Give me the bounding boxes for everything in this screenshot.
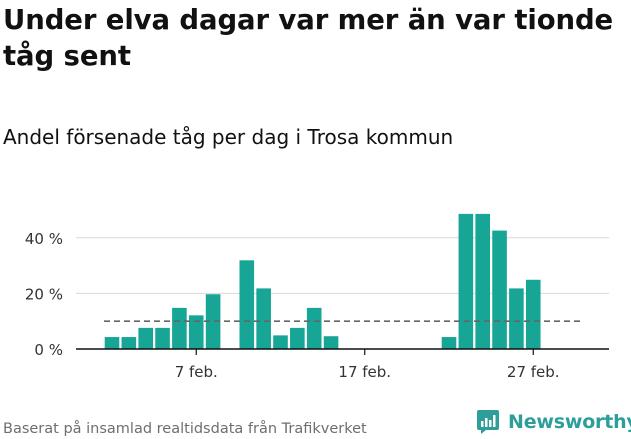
y-tick-label: 0 % [34, 341, 63, 359]
brand-name: Newsworthy [508, 411, 631, 433]
bar [155, 327, 170, 349]
x-tick-label: 27 feb. [507, 363, 560, 381]
y-tick-label: 40 % [25, 230, 63, 248]
newsworthy-logo-icon [477, 410, 499, 434]
bar [256, 288, 271, 349]
x-tick-label: 7 feb. [175, 363, 218, 381]
x-tick-label: 17 feb. [338, 363, 391, 381]
bar [509, 288, 524, 349]
bar [475, 213, 490, 349]
bar [239, 260, 255, 349]
bar [172, 307, 187, 349]
bar [104, 337, 120, 349]
bar [441, 337, 457, 349]
bar [121, 337, 137, 349]
bar [323, 336, 339, 349]
bar [492, 230, 507, 349]
chart-title: Under elva dagar var mer än var tionde t… [3, 4, 614, 72]
brand-logo: Newsworthy [476, 409, 631, 435]
bar [306, 307, 322, 349]
bar [205, 294, 221, 349]
y-tick-label: 20 % [25, 285, 63, 303]
bar [290, 327, 305, 349]
bar [188, 315, 204, 349]
chart-subtitle: Andel försenade tåg per dag i Trosa komm… [3, 125, 454, 149]
bar [458, 213, 474, 349]
bar [525, 279, 541, 349]
source-note: Baserat på insamlad realtidsdata från Tr… [3, 421, 367, 437]
bar-chart: 0 % 20 % 40 % 7 feb. 17 feb. 27 feb. [25, 213, 609, 381]
bar [138, 327, 153, 349]
bar [273, 335, 288, 349]
